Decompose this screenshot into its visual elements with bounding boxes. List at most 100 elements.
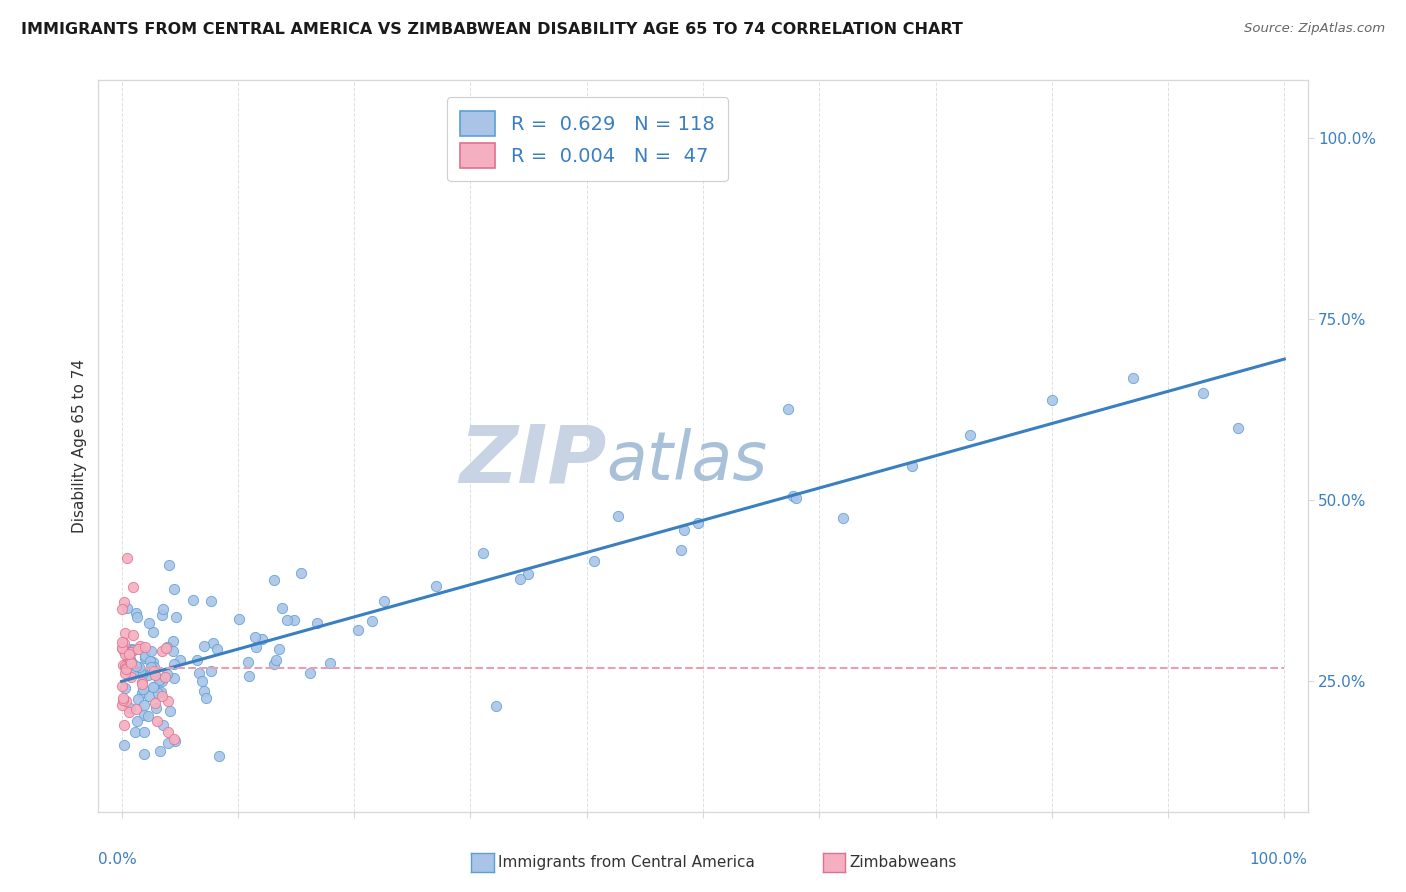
Point [115, 551, 138, 566]
Point [128, 663, 150, 677]
Point [111, 641, 134, 656]
Point [112, 595, 135, 609]
Point [143, 696, 166, 710]
Point [127, 642, 149, 657]
Point [149, 744, 172, 758]
Point [148, 673, 170, 688]
Point [672, 523, 695, 537]
Point [263, 657, 285, 671]
Point [125, 659, 148, 673]
Point [125, 714, 148, 728]
Point [145, 714, 167, 729]
Point [169, 653, 191, 667]
Point [134, 649, 156, 664]
Point [143, 668, 166, 682]
Point [112, 635, 135, 649]
Point [238, 669, 260, 683]
Point [157, 736, 180, 750]
Point [156, 640, 179, 654]
Text: ZIP: ZIP [458, 422, 606, 500]
Point [373, 593, 395, 607]
Point [112, 738, 135, 752]
Point [583, 554, 606, 568]
Point [111, 679, 134, 693]
Point [114, 648, 136, 662]
Point [1192, 385, 1215, 400]
Point [115, 601, 138, 615]
Point [114, 681, 136, 695]
Point [152, 602, 174, 616]
Point [150, 673, 173, 688]
Point [162, 644, 184, 658]
Point [298, 665, 321, 680]
Point [122, 665, 145, 680]
Point [111, 698, 134, 713]
Point [688, 516, 710, 530]
Point [162, 634, 184, 648]
Point [271, 601, 294, 615]
Point [128, 659, 150, 673]
Point [112, 644, 135, 658]
Point [346, 623, 368, 637]
Point [111, 691, 134, 706]
Point [156, 693, 179, 707]
Point [150, 643, 173, 657]
Point [125, 607, 148, 621]
Point [120, 645, 142, 659]
Point [283, 613, 305, 627]
Point [111, 602, 134, 616]
Point [186, 653, 208, 667]
Point [121, 641, 143, 656]
Point [1040, 393, 1063, 408]
Point [163, 732, 186, 747]
Point [122, 643, 145, 657]
Point [245, 640, 267, 655]
Point [120, 645, 142, 659]
Point [152, 717, 174, 731]
Text: atlas: atlas [606, 427, 768, 493]
Point [134, 651, 156, 665]
Point [263, 574, 285, 588]
Point [139, 654, 162, 668]
Point [153, 670, 176, 684]
Point [150, 690, 173, 704]
Point [114, 626, 136, 640]
Text: 100.0%: 100.0% [1250, 852, 1308, 867]
Point [114, 659, 136, 673]
Point [131, 675, 153, 690]
Point [163, 657, 186, 671]
Point [163, 733, 186, 747]
Point [142, 660, 165, 674]
Point [122, 627, 145, 641]
Point [143, 681, 166, 695]
Point [785, 491, 807, 505]
Point [269, 641, 291, 656]
Point [115, 662, 138, 676]
Point [117, 651, 139, 665]
Point [228, 611, 250, 625]
Point [290, 566, 312, 581]
Point [134, 698, 156, 713]
Point [111, 657, 134, 672]
Point [150, 608, 173, 623]
Point [361, 614, 384, 628]
Point [134, 707, 156, 722]
Point [141, 644, 163, 658]
Point [669, 543, 692, 558]
Point [124, 702, 146, 716]
Point [157, 725, 180, 739]
Point [236, 655, 259, 669]
Point [131, 677, 153, 691]
Point [200, 594, 222, 608]
Point [250, 632, 273, 647]
Point [114, 665, 136, 680]
Point [117, 647, 139, 661]
Point [276, 613, 298, 627]
Point [132, 682, 155, 697]
Point [146, 685, 169, 699]
Text: Immigrants from Central America: Immigrants from Central America [498, 855, 755, 870]
Point [138, 668, 160, 682]
Point [138, 689, 160, 703]
Text: Zimbabweans: Zimbabweans [849, 855, 956, 870]
Point [129, 665, 152, 679]
